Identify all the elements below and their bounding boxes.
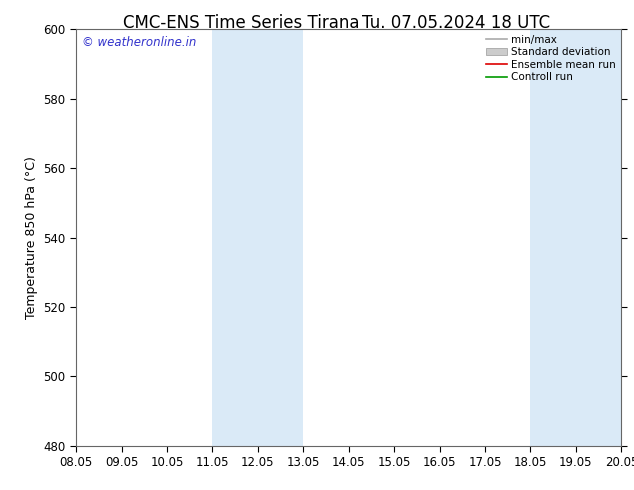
Text: CMC-ENS Time Series Tirana: CMC-ENS Time Series Tirana <box>122 14 359 32</box>
Legend: min/max, Standard deviation, Ensemble mean run, Controll run: min/max, Standard deviation, Ensemble me… <box>484 32 618 84</box>
Bar <box>531 29 621 446</box>
Text: Tu. 07.05.2024 18 UTC: Tu. 07.05.2024 18 UTC <box>363 14 550 32</box>
Text: © weatheronline.in: © weatheronline.in <box>82 36 196 49</box>
Y-axis label: Temperature 850 hPa (°C): Temperature 850 hPa (°C) <box>25 156 38 319</box>
Bar <box>212 29 303 446</box>
